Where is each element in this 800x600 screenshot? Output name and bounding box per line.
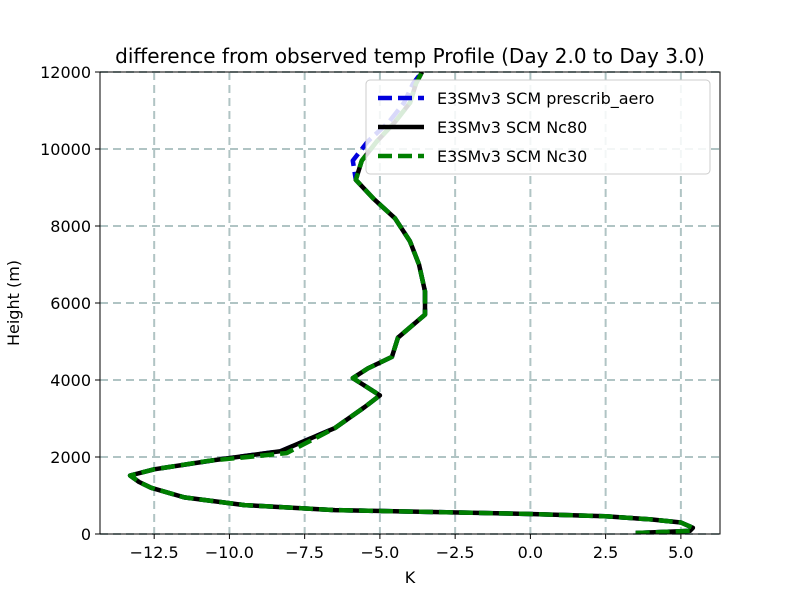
y-tick-label: 0: [81, 525, 91, 544]
x-tick-label: −7.5: [285, 543, 324, 562]
x-tick-label: 5.0: [668, 543, 693, 562]
y-tick-label: 12000: [40, 63, 91, 82]
chart-title: difference from observed temp Profile (D…: [115, 44, 705, 68]
y-tick-label: 4000: [50, 371, 91, 390]
y-axis-label: Height (m): [4, 260, 23, 346]
legend-label-3: E3SMv3 SCM Nc30: [437, 147, 587, 166]
series-line-3: [127, 72, 696, 534]
x-tick-label: 2.5: [593, 543, 618, 562]
x-tick-label: −5.0: [360, 543, 399, 562]
y-tick-label: 8000: [50, 217, 91, 236]
series-group: [127, 72, 696, 534]
legend: E3SMv3 SCM prescrib_aero E3SMv3 SCM Nc80 E…: [365, 79, 711, 175]
x-axis-ticks: −12.5 −10.0 −7.5 −5.0 −2.5 0.0 2.5 5.0: [130, 534, 694, 562]
y-axis-ticks: 0 2000 4000 6000 8000 10000 12000: [40, 63, 100, 544]
y-tick-label: 6000: [50, 294, 91, 313]
x-tick-label: −10.0: [205, 543, 254, 562]
x-tick-label: −12.5: [130, 543, 179, 562]
legend-label-1: E3SMv3 SCM prescrib_aero: [437, 89, 654, 109]
y-tick-label: 2000: [50, 448, 91, 467]
y-tick-label: 10000: [40, 140, 91, 159]
legend-box: [365, 79, 711, 175]
x-tick-label: 0.0: [518, 543, 543, 562]
x-tick-label: −2.5: [436, 543, 475, 562]
legend-label-2: E3SMv3 SCM Nc80: [437, 118, 587, 137]
x-axis-label: K: [405, 568, 416, 587]
